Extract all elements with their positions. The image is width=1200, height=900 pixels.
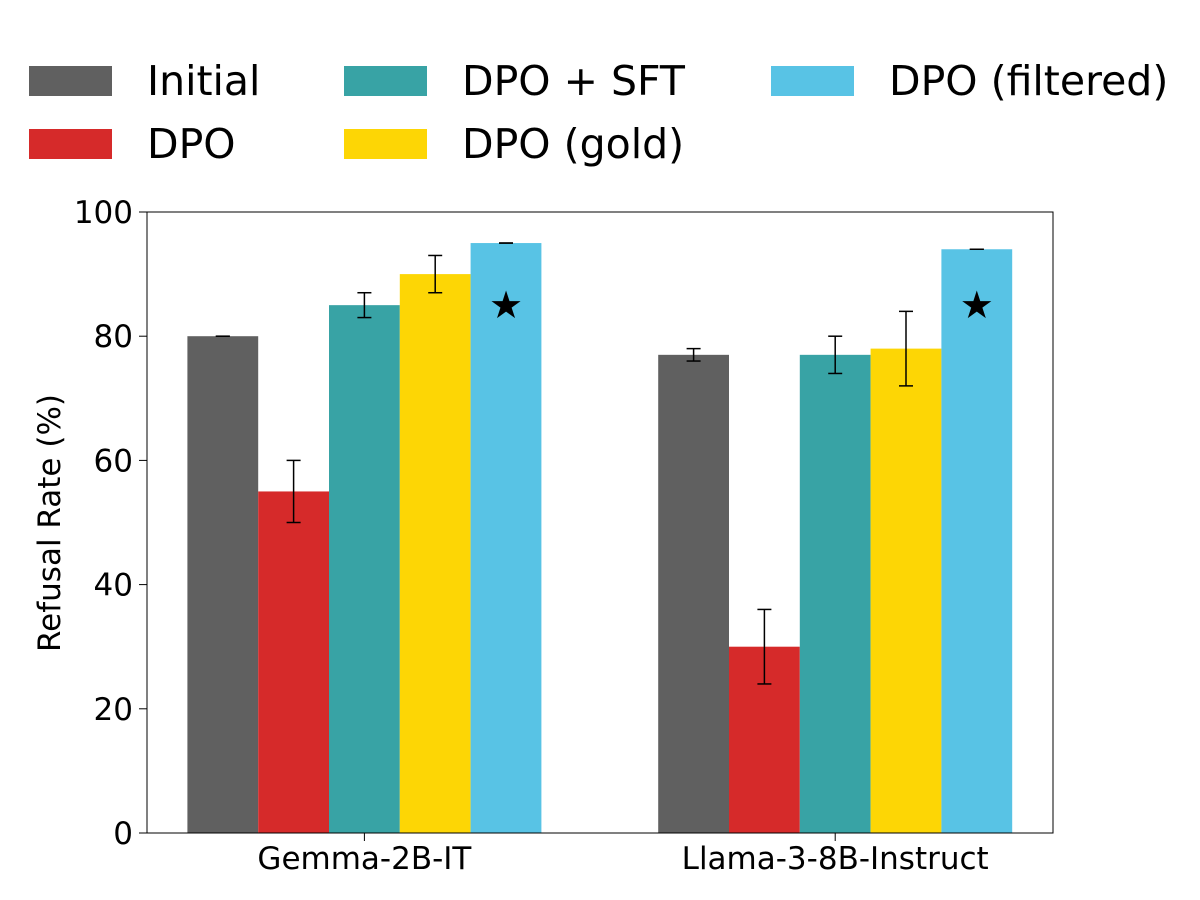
y-tick-label: 0 xyxy=(113,816,133,852)
legend-swatch xyxy=(344,66,427,96)
legend-item: DPO (filtered) xyxy=(771,57,1168,105)
error-bars xyxy=(215,242,984,685)
bars xyxy=(187,243,1013,834)
error-bar xyxy=(357,291,372,319)
bar xyxy=(187,336,259,833)
x-tick-label: Gemma-2B-IT xyxy=(257,841,472,877)
error-bar xyxy=(286,459,301,524)
error-bar xyxy=(757,608,772,685)
legend-label: DPO (filtered) xyxy=(889,57,1168,105)
bar xyxy=(658,354,729,833)
y-tick-label: 60 xyxy=(94,443,133,479)
plot-frame xyxy=(146,211,1054,834)
y-axis-label: Refusal Rate (%) xyxy=(32,394,68,652)
legend-label: DPO (gold) xyxy=(462,120,684,168)
legend-swatch xyxy=(344,129,427,159)
bar xyxy=(470,243,542,834)
bar xyxy=(258,491,329,833)
y-tick-label: 40 xyxy=(94,568,133,604)
star-marker: ★ xyxy=(489,283,523,327)
legend-label: DPO xyxy=(147,120,236,168)
error-bar xyxy=(828,335,843,375)
y-tick-label: 20 xyxy=(94,692,133,728)
legend-swatch xyxy=(29,66,112,96)
error-bar xyxy=(428,254,443,294)
legend-swatch xyxy=(771,66,854,96)
bar xyxy=(799,354,871,833)
legend-label: Initial xyxy=(147,57,260,105)
legend-item: DPO (gold) xyxy=(344,120,684,168)
bar xyxy=(399,274,471,834)
bar xyxy=(870,348,942,833)
legend-item: DPO xyxy=(29,120,236,168)
error-bar xyxy=(686,347,701,362)
legend-swatch xyxy=(29,129,112,159)
error-bar xyxy=(899,310,913,387)
star-marker: ★ xyxy=(960,283,994,327)
legend: Initial DPO DPO + SFT DPO (gold) DPO (filter… xyxy=(29,57,1168,168)
legend-item: Initial xyxy=(29,57,260,105)
y-tick-label: 80 xyxy=(94,319,133,355)
bar xyxy=(941,249,1013,833)
axes: 0 20 40 60 80 100 Gemma-2B-IT Llama-3-8B-Instru… xyxy=(74,195,1054,877)
y-tick-label: 100 xyxy=(74,195,133,231)
star-markers: ★ ★ xyxy=(489,283,994,327)
x-tick-label: Llama-3-8B-Instruct xyxy=(682,841,989,877)
legend-item: DPO + SFT xyxy=(344,57,686,105)
legend-label: DPO + SFT xyxy=(462,57,686,105)
bar xyxy=(329,305,400,833)
